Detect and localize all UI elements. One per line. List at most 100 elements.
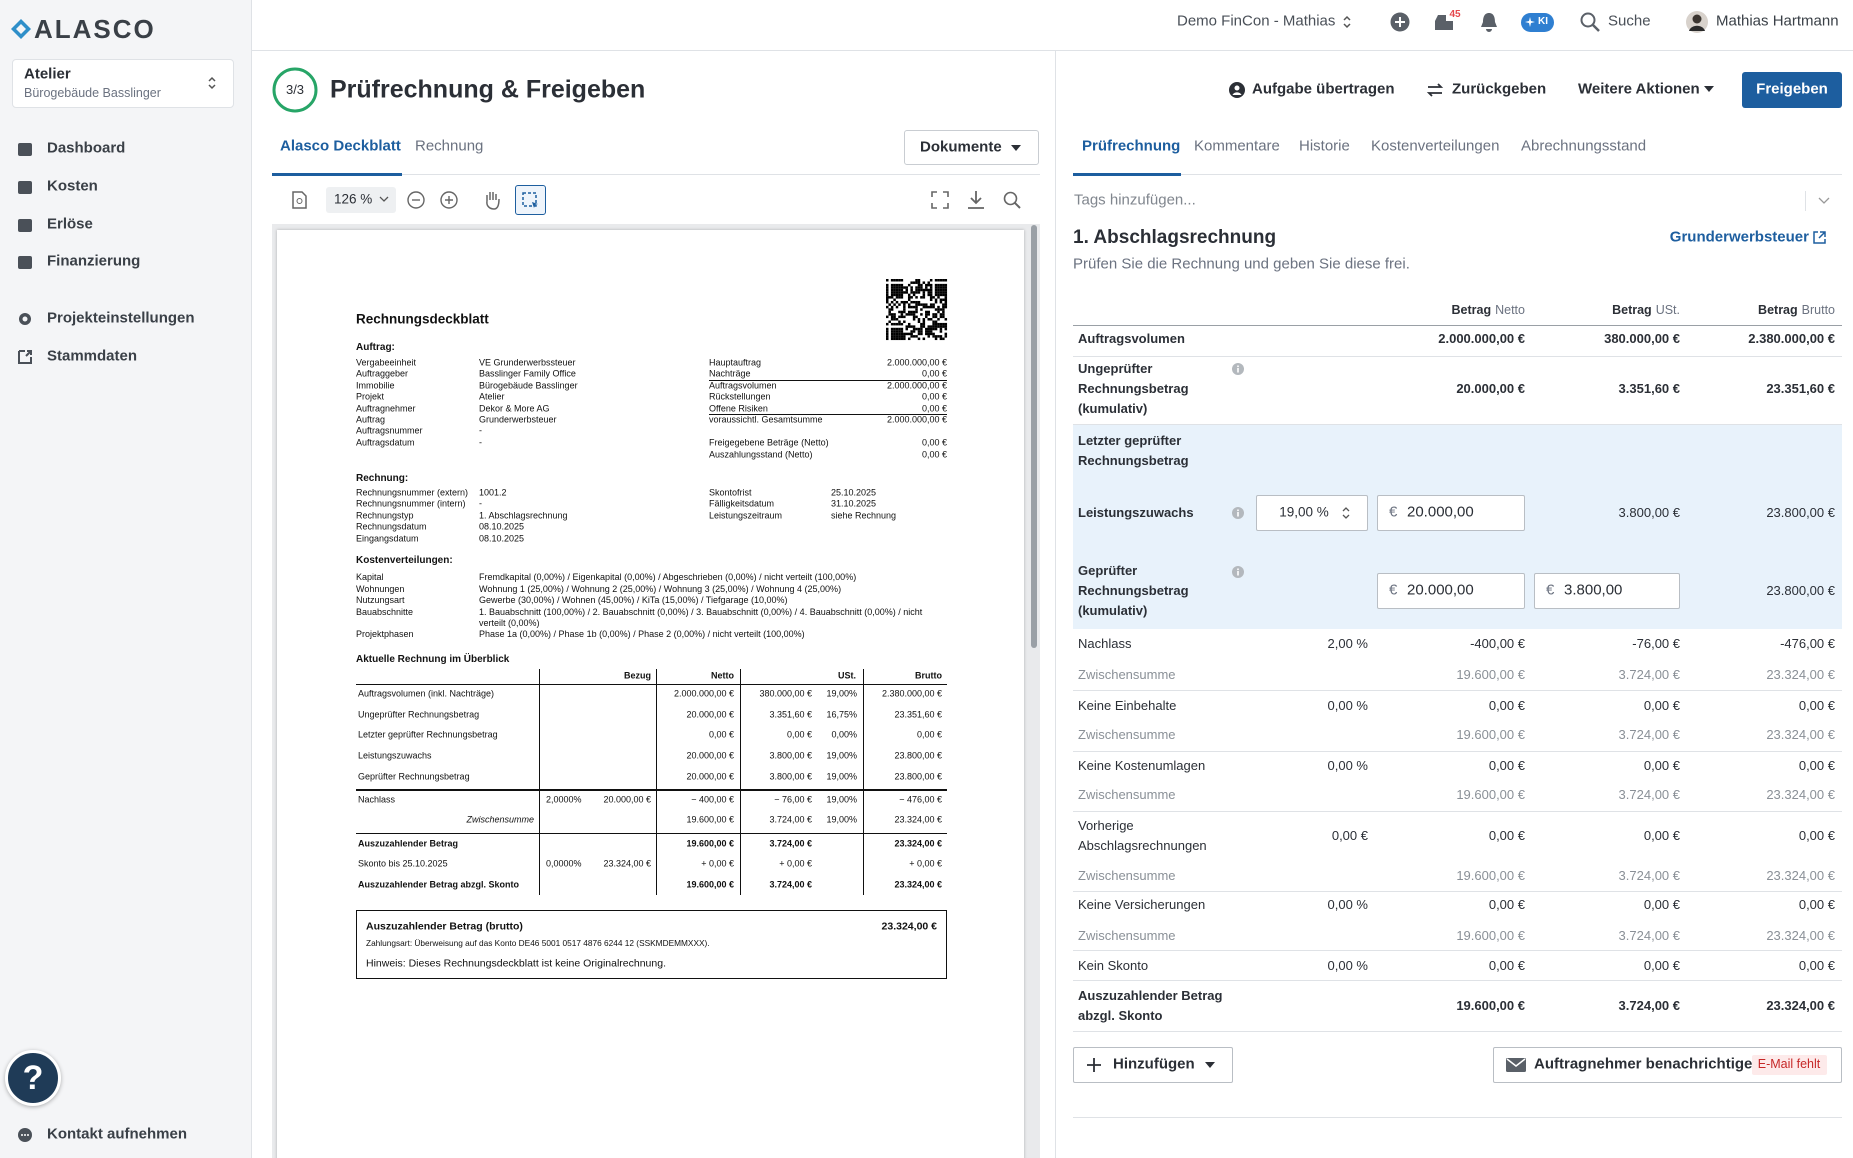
tab[interactable]: Kostenverteilungen — [1371, 137, 1500, 155]
nav-icon[interactable] — [16, 140, 34, 158]
amount-input[interactable] — [1377, 573, 1525, 609]
rate-stepper-part[interactable] — [1342, 507, 1350, 519]
nav-item[interactable]: Erlöse — [47, 215, 93, 233]
tab[interactable]: Prüfrechnung — [1082, 137, 1181, 155]
contact-link[interactable]: Kontakt aufnehmen — [47, 1125, 188, 1143]
nav-icon-part[interactable] — [18, 256, 32, 269]
search-icon[interactable] — [1580, 12, 1600, 32]
tab[interactable]: Rechnung — [415, 137, 484, 155]
nav-icon-part[interactable] — [18, 143, 32, 156]
input-value[interactable]: 3.800,00 — [1564, 581, 1623, 599]
tags-input[interactable]: Tags hinzufügen... — [1074, 191, 1196, 209]
info-icon-part[interactable] — [1237, 368, 1239, 373]
search-icon-part[interactable] — [1580, 12, 1596, 28]
doc-search-part[interactable] — [1014, 202, 1021, 209]
bell-icon[interactable] — [1480, 12, 1498, 32]
user-icon-part[interactable] — [1234, 85, 1240, 91]
info-icon-part[interactable] — [1237, 509, 1239, 512]
primary-button[interactable] — [1742, 72, 1842, 108]
download[interactable] — [967, 190, 985, 210]
rate-input[interactable] — [1256, 495, 1368, 531]
info-icon[interactable] — [1232, 363, 1244, 375]
tab[interactable]: Alasco Deckblatt — [280, 137, 401, 155]
pan-tool[interactable] — [483, 190, 501, 210]
tab[interactable]: Kommentare — [1194, 137, 1280, 155]
info-icon-part[interactable] — [1237, 568, 1239, 571]
external-link[interactable]: Grunderwerbsteuer — [1669, 228, 1809, 246]
user-icon[interactable] — [1229, 82, 1245, 98]
bell-icon-part[interactable] — [1481, 13, 1497, 32]
info-icon-part[interactable] — [1237, 365, 1239, 368]
info-icon-part[interactable] — [1237, 512, 1239, 517]
download-part[interactable] — [968, 191, 984, 209]
workspace-selector[interactable]: Demo FinCon - Mathias — [1177, 12, 1336, 30]
add-icon[interactable] — [1390, 12, 1410, 32]
nav-icon-part[interactable] — [18, 181, 32, 194]
rate-value[interactable]: 19,00 % — [1279, 504, 1329, 520]
primary-button-label[interactable]: Freigeben — [1756, 80, 1828, 98]
info-icon[interactable] — [1232, 566, 1244, 578]
fullscreen[interactable] — [931, 191, 949, 209]
nav-item[interactable]: Kosten — [47, 177, 98, 195]
info-icon-part[interactable] — [1237, 571, 1239, 576]
nav-item[interactable]: Projekteinstellungen — [47, 309, 195, 327]
avatar[interactable] — [1686, 11, 1708, 33]
rate-stepper[interactable] — [1342, 507, 1350, 519]
zoom-out-part[interactable] — [407, 191, 425, 209]
amount-input[interactable] — [1377, 495, 1525, 531]
doc-search[interactable] — [1003, 191, 1021, 209]
doc-icon-part[interactable] — [292, 191, 307, 209]
action-button[interactable]: Weitere Aktionen — [1578, 80, 1700, 98]
action-button[interactable]: Zurückgeben — [1452, 80, 1547, 98]
help-button[interactable] — [5, 1050, 61, 1106]
search-icon-part[interactable] — [1592, 24, 1600, 32]
scrollbar-thumb[interactable] — [1031, 225, 1037, 648]
nav-item[interactable]: Dashboard — [47, 139, 126, 157]
documents-dropdown[interactable] — [904, 130, 1039, 165]
avatar-part[interactable] — [1689, 25, 1705, 31]
nav-item[interactable]: Finanzierung — [47, 252, 141, 270]
zoom-in-part[interactable] — [445, 196, 453, 204]
tab[interactable]: Historie — [1299, 137, 1350, 155]
amount-input[interactable] — [1534, 573, 1680, 609]
add-button-label[interactable]: Hinzufügen — [1113, 1055, 1195, 1073]
external-icon-part[interactable] — [1813, 231, 1826, 244]
add-icon-part[interactable] — [1395, 17, 1405, 27]
select-tool[interactable] — [515, 185, 546, 215]
external-icon[interactable] — [1813, 231, 1826, 244]
user-icon-part[interactable] — [1232, 92, 1242, 95]
project-selector[interactable] — [12, 59, 234, 108]
input-value[interactable]: 20.000,00 — [1407, 503, 1474, 521]
tab[interactable]: Abrechnungsstand — [1521, 137, 1647, 155]
search-label[interactable]: Suche — [1608, 12, 1651, 30]
zoom-in-part[interactable] — [440, 191, 458, 209]
nav-icon[interactable] — [16, 216, 34, 234]
nav-item[interactable]: Stammdaten — [47, 347, 138, 365]
nav-icon[interactable] — [16, 178, 34, 196]
ai-pill[interactable] — [1521, 13, 1554, 32]
doc-search-part[interactable] — [1003, 191, 1018, 206]
zoom-in[interactable] — [440, 191, 458, 209]
zoom-value[interactable]: 126 % — [334, 191, 373, 207]
notify-button-label[interactable]: Auftragnehmer benachrichtigen — [1534, 1055, 1762, 1073]
user-name[interactable]: Mathias Hartmann — [1716, 12, 1839, 30]
documents-label[interactable]: Dokumente — [920, 138, 1002, 156]
nav-icon[interactable] — [16, 348, 34, 366]
nav-icon-part[interactable] — [18, 219, 32, 232]
nav-icon[interactable] — [16, 310, 34, 328]
nav-icon-part[interactable] — [22, 316, 28, 322]
nav-icon-part[interactable] — [18, 350, 32, 364]
return-icon[interactable] — [1426, 82, 1444, 98]
avatar-part[interactable] — [1692, 14, 1702, 24]
return-icon-part[interactable] — [1426, 83, 1444, 97]
zoom-out[interactable] — [407, 191, 425, 209]
doc-icon-part[interactable] — [296, 198, 303, 204]
qr-code-part — [929, 298, 933, 302]
pan-tool-part[interactable] — [486, 192, 500, 210]
nav-icon[interactable] — [16, 253, 34, 271]
action-button[interactable]: Aufgabe übertragen — [1252, 80, 1395, 98]
doc-icon[interactable] — [292, 191, 307, 209]
input-value[interactable]: 20.000,00 — [1407, 581, 1474, 599]
info-icon[interactable] — [1232, 507, 1244, 519]
fullscreen-part[interactable] — [931, 191, 949, 209]
